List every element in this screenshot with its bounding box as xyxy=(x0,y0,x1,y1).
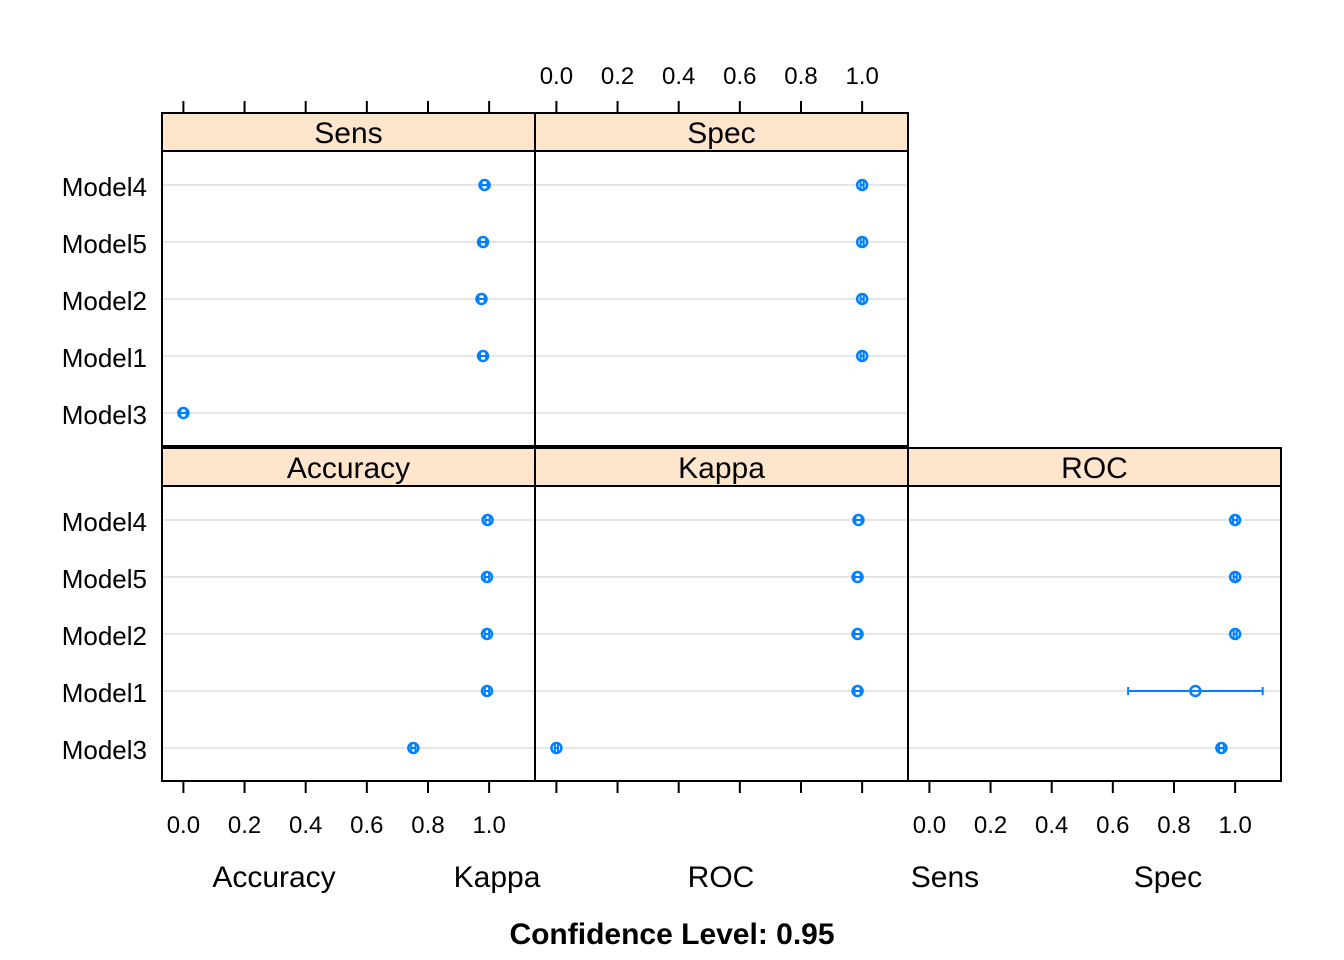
point-spec-model5 xyxy=(855,235,869,249)
panel-border xyxy=(161,447,536,782)
x-tick-label: 0.0 xyxy=(540,63,573,90)
metric-label-spec: Spec xyxy=(1134,861,1202,894)
metric-label-kappa: Kappa xyxy=(454,861,541,894)
y-tick-label-model4: Model4 xyxy=(62,172,147,202)
x-tick-label: 0.0 xyxy=(167,812,200,839)
y-tick-label-model3: Model3 xyxy=(62,400,147,430)
panel-accuracy: Accuracy xyxy=(161,447,536,782)
y-tick-label-model2: Model2 xyxy=(62,621,147,651)
point-roc-model2 xyxy=(1228,627,1242,641)
point-kappa-model2 xyxy=(851,627,864,641)
x-tick-label: 0.6 xyxy=(1096,812,1129,839)
panel-sens: Sens xyxy=(161,112,536,447)
point-accuracy-model5 xyxy=(480,570,494,584)
panel-border xyxy=(534,112,909,447)
point-roc-model3 xyxy=(1215,741,1228,755)
point-spec-model1 xyxy=(855,349,869,363)
strip-label: ROC xyxy=(1061,452,1128,485)
point-accuracy-model2 xyxy=(480,627,494,641)
x-tick-label: 0.0 xyxy=(913,812,946,839)
strip-label: Sens xyxy=(314,117,382,150)
point-kappa-model3 xyxy=(550,741,563,755)
point-sens-model2 xyxy=(475,292,488,306)
point-kappa-model4 xyxy=(852,513,865,527)
x-tick-label: 1.0 xyxy=(472,812,505,839)
y-tick-label-model2: Model2 xyxy=(62,286,147,316)
point-spec-model2 xyxy=(855,292,869,306)
strip-label: Accuracy xyxy=(287,452,410,485)
metric-label-sens: Sens xyxy=(911,861,979,894)
metric-label-accuracy: Accuracy xyxy=(212,861,335,894)
point-sens-model3 xyxy=(177,406,190,420)
point-accuracy-model3 xyxy=(407,741,420,755)
point-roc-model4 xyxy=(1228,513,1242,527)
x-tick-label: 0.8 xyxy=(411,812,444,839)
panel-border xyxy=(907,447,1282,782)
y-tick-label-model1: Model1 xyxy=(62,343,147,373)
y-tick-label-model1: Model1 xyxy=(62,678,147,708)
strip-label: Kappa xyxy=(678,452,765,485)
x-tick-label: 0.2 xyxy=(601,63,634,90)
point-kappa-model5 xyxy=(851,570,864,584)
x-tick-label: 0.4 xyxy=(289,812,322,839)
x-tick-label: 0.4 xyxy=(662,63,695,90)
y-tick-label-model5: Model5 xyxy=(62,564,147,594)
x-tick-label: 0.4 xyxy=(1035,812,1068,839)
y-tick-label-model4: Model4 xyxy=(62,507,147,537)
x-tick-label: 0.8 xyxy=(1157,812,1190,839)
x-tick-label: 0.6 xyxy=(350,812,383,839)
x-tick-label: 0.2 xyxy=(228,812,261,839)
point-spec-model4 xyxy=(855,178,869,192)
panel-border xyxy=(161,112,536,447)
x-tick-label: 1.0 xyxy=(1218,812,1251,839)
point-sens-model5 xyxy=(476,235,490,249)
panel-kappa: Kappa xyxy=(534,447,909,782)
point-accuracy-model4 xyxy=(481,513,494,527)
y-tick-label-model5: Model5 xyxy=(62,229,147,259)
x-tick-label: 0.2 xyxy=(974,812,1007,839)
panel-border xyxy=(534,447,909,782)
panel-roc: ROC xyxy=(907,447,1282,782)
x-tick-label: 1.0 xyxy=(845,63,878,90)
point-roc-model1 xyxy=(1189,684,1202,698)
x-tick-label: 0.8 xyxy=(784,63,817,90)
x-tick-label: 0.6 xyxy=(723,63,756,90)
x-axis-title: Confidence Level: 0.95 xyxy=(509,918,834,951)
strip-label: Spec xyxy=(687,117,755,150)
point-roc-model5 xyxy=(1228,570,1242,584)
point-sens-model4 xyxy=(478,178,491,192)
y-tick-label-model3: Model3 xyxy=(62,735,147,765)
panel-spec: Spec xyxy=(534,112,909,447)
metric-label-roc: ROC xyxy=(688,861,755,894)
point-accuracy-model1 xyxy=(480,684,494,698)
point-sens-model1 xyxy=(476,349,490,363)
point-kappa-model1 xyxy=(851,684,864,698)
